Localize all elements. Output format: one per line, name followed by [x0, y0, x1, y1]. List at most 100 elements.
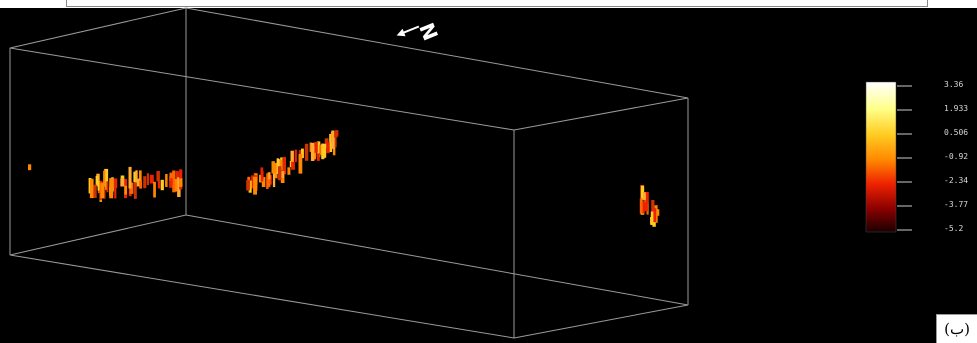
anomaly-streak — [329, 133, 333, 152]
anomaly-streak — [271, 161, 275, 174]
box-edge — [9, 7, 187, 49]
anomaly-streak — [146, 173, 149, 186]
anomaly-streak — [175, 179, 178, 192]
box-edge — [9, 214, 187, 256]
anomaly-streak — [260, 167, 264, 182]
anomaly-streak — [316, 141, 321, 158]
anomaly-streak — [120, 178, 125, 187]
anomaly-streak — [113, 178, 118, 189]
anomaly-streak — [149, 174, 154, 184]
anomaly-streak — [645, 192, 649, 204]
top-caption-box — [66, 0, 928, 7]
anomaly-streak — [316, 153, 320, 161]
anomaly-streak — [89, 178, 94, 199]
colorbar-tick-label: 1.933 — [944, 104, 969, 113]
anomaly-streak — [287, 167, 291, 175]
anomaly-streak — [100, 182, 105, 199]
anomaly-streak — [95, 175, 99, 185]
anomaly-streak — [136, 178, 141, 187]
anomaly-streak — [651, 200, 655, 216]
anomaly-streak — [319, 144, 323, 155]
anomaly-streak — [290, 150, 294, 165]
anomaly-streak — [128, 166, 132, 189]
anomaly-streak — [309, 142, 312, 152]
anomaly-streak — [644, 201, 648, 212]
colorbar-tick-label: -0.92 — [944, 152, 969, 161]
anomaly-streak — [273, 171, 278, 179]
anomaly-streak — [177, 177, 181, 197]
panel-label: (ب) — [936, 314, 977, 343]
anomaly-streak — [109, 178, 114, 199]
box-edge — [9, 254, 515, 339]
box-edge — [9, 47, 515, 131]
anomaly-clusters — [28, 130, 660, 227]
anomaly-streak — [280, 159, 283, 171]
anomaly-streak — [653, 208, 657, 223]
anomaly-streak — [280, 169, 285, 178]
wireframe-box — [9, 7, 689, 339]
anomaly-streak — [153, 181, 156, 198]
anomaly-streak — [170, 178, 173, 186]
anomaly-streak — [28, 164, 32, 171]
anomaly-streak — [103, 170, 106, 187]
anomaly-streak — [273, 162, 277, 177]
anomaly-streak — [143, 176, 147, 189]
anomaly-streak — [294, 149, 297, 163]
anomaly-streak — [156, 171, 160, 182]
anomaly-streak — [314, 142, 318, 153]
colorbar-tick-label: -2.34 — [944, 176, 969, 185]
anomaly-streak — [97, 180, 101, 191]
anomaly-streak — [291, 161, 295, 170]
anomaly-streak — [266, 173, 269, 189]
anomaly-streak — [321, 143, 325, 160]
anomaly-streak — [133, 171, 137, 183]
north-arrow-icon: N — [396, 19, 443, 44]
box-edge — [185, 214, 689, 306]
anomaly-streak — [93, 184, 97, 198]
anomaly-streak — [643, 192, 646, 200]
anomaly-streak — [276, 158, 279, 174]
anomaly-streak — [179, 178, 183, 187]
anomaly-streak — [139, 180, 142, 189]
box-edge — [513, 97, 689, 131]
anomaly-streak — [133, 182, 137, 199]
anomaly-streak — [650, 211, 655, 225]
anomaly-streak — [246, 180, 250, 191]
anomaly-streak — [139, 170, 142, 182]
colorbar-tick-label: 0.506 — [944, 128, 969, 137]
colorbar-gradient — [865, 81, 897, 233]
anomaly-streak — [334, 130, 338, 138]
anomaly-streak — [280, 160, 285, 172]
anomaly-streak — [639, 198, 643, 214]
colorbar-tick-label: -3.77 — [944, 200, 969, 209]
anomaly-streak — [326, 142, 330, 154]
anomaly-streak — [304, 143, 309, 161]
anomaly-streak — [331, 130, 335, 149]
anomaly-streak — [253, 176, 257, 195]
anomaly-streak — [114, 182, 117, 199]
anomaly-streak — [334, 138, 337, 148]
anomaly-streak — [172, 170, 176, 193]
anomaly-streak — [106, 181, 109, 193]
north-label: N — [414, 19, 443, 44]
anomaly-streak — [277, 166, 282, 181]
anomaly-streak — [165, 174, 168, 187]
anomaly-streak — [310, 142, 315, 161]
anomaly-streak — [157, 180, 161, 189]
colorbar — [865, 81, 912, 233]
anomaly-streak — [104, 168, 109, 190]
anomaly-streak — [298, 154, 303, 174]
anomaly-streak — [160, 179, 164, 191]
box-edge — [513, 304, 689, 339]
anomaly-streak — [251, 175, 255, 189]
anomaly-streak — [301, 148, 304, 159]
anomaly-streak — [261, 176, 266, 187]
anomaly-streak — [324, 138, 329, 145]
anomaly-streak — [641, 204, 645, 214]
colorbar-tick-label: 3.36 — [944, 80, 964, 89]
anomaly-streak — [135, 170, 138, 183]
anomaly-streak — [272, 172, 276, 188]
box-edge — [185, 7, 689, 99]
